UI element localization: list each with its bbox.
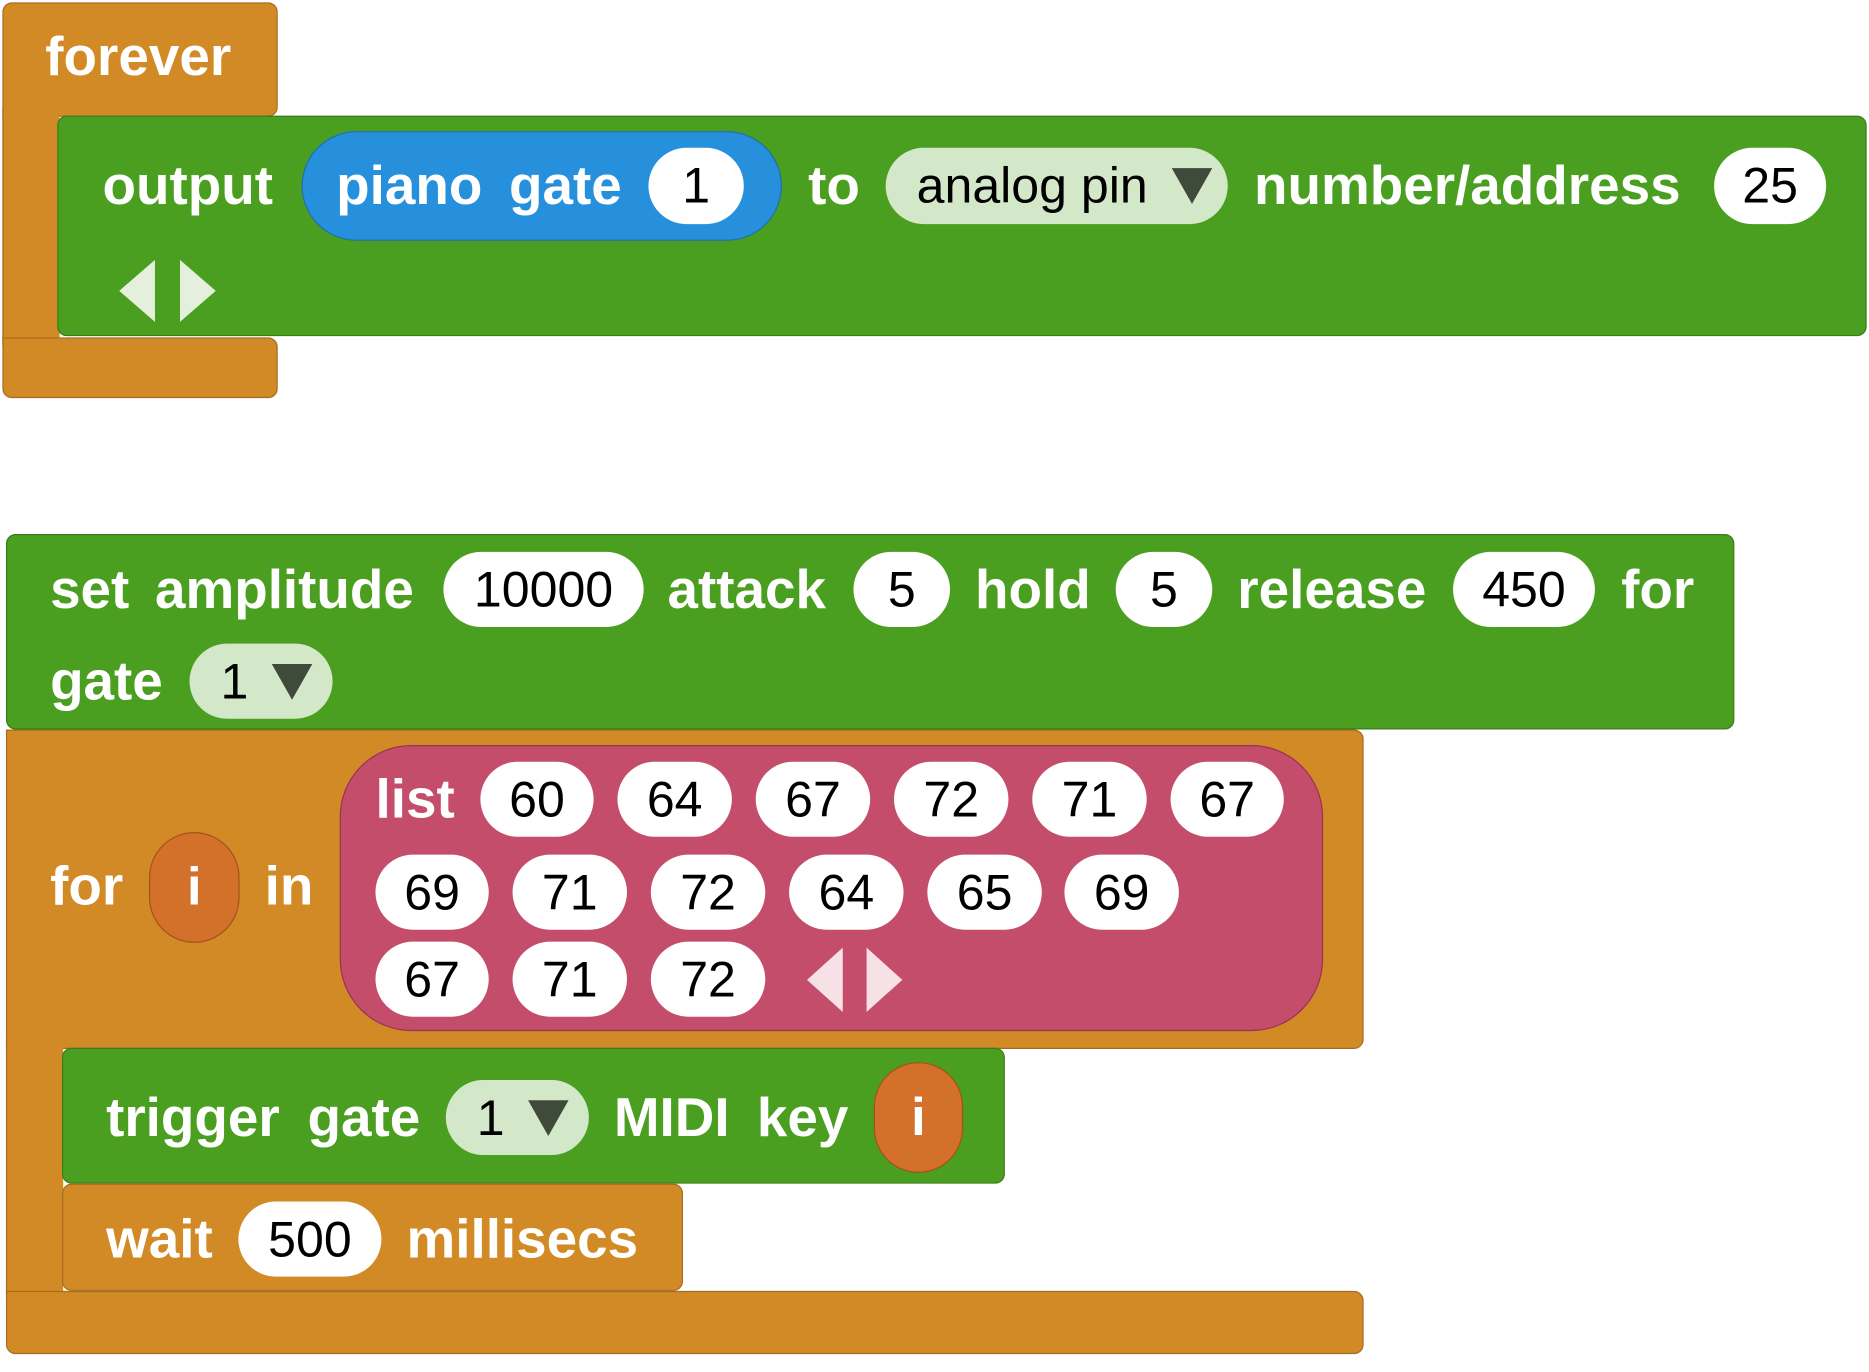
address-label: number/address — [1253, 153, 1681, 216]
key-variable[interactable]: i — [873, 1062, 964, 1173]
forever-bottom — [2, 337, 278, 399]
gate-value: 1 — [476, 1088, 505, 1145]
arrow-right-icon[interactable] — [179, 259, 216, 322]
piano-label: piano — [336, 153, 483, 216]
attack-input[interactable]: 5 — [853, 551, 951, 627]
list-item[interactable]: 60 — [480, 761, 594, 837]
arrow-left-icon[interactable] — [806, 947, 843, 1013]
list-item[interactable]: 64 — [617, 761, 732, 837]
pin-type-dropdown[interactable]: analog pin — [885, 147, 1228, 225]
envelope-gate-dropdown[interactable]: 1 — [189, 643, 333, 719]
dropdown-arrow-icon — [528, 1099, 570, 1136]
arrow-left-icon[interactable] — [119, 259, 155, 322]
arrow-right-icon[interactable] — [866, 947, 903, 1013]
forever-label: forever — [45, 25, 232, 88]
wait-label: wait — [106, 1207, 213, 1270]
millisecs-label: millisecs — [406, 1207, 639, 1270]
set-label: set — [50, 557, 130, 620]
list-item[interactable]: 69 — [1064, 854, 1179, 930]
in-label: in — [264, 854, 314, 917]
for-label: for — [1621, 557, 1695, 620]
loop-variable[interactable]: i — [149, 832, 240, 943]
output-label: output — [102, 153, 274, 216]
hold-input[interactable]: 5 — [1115, 551, 1213, 627]
list-item[interactable]: 65 — [927, 854, 1042, 930]
dropdown-arrow-icon — [1171, 168, 1213, 204]
piano-gate-input[interactable]: 1 — [648, 147, 744, 225]
forever-top[interactable] — [2, 2, 278, 117]
list-item[interactable]: 72 — [650, 941, 766, 1017]
gate-label: gate — [50, 649, 163, 712]
release-input[interactable]: 450 — [1453, 551, 1595, 627]
amplitude-label: amplitude — [154, 557, 414, 620]
hold-label: hold — [975, 557, 1091, 620]
list-item[interactable]: 71 — [512, 854, 627, 930]
dropdown-arrow-icon — [272, 663, 313, 700]
list-item[interactable]: 72 — [650, 854, 766, 930]
list-item[interactable]: 72 — [894, 761, 1009, 837]
wait-input[interactable]: 500 — [238, 1201, 382, 1277]
trigger-gate-dropdown[interactable]: 1 — [445, 1079, 589, 1156]
list-item[interactable]: 67 — [1170, 761, 1284, 837]
list-item[interactable]: 67 — [755, 761, 871, 837]
trigger-label: trigger — [106, 1085, 280, 1148]
for-loop-bottom — [5, 1290, 1364, 1355]
list-label: list — [375, 767, 455, 830]
list-item[interactable]: 71 — [512, 941, 627, 1017]
gate-label: gate — [508, 153, 622, 216]
list-item[interactable]: 69 — [375, 854, 489, 930]
amplitude-input[interactable]: 10000 — [443, 551, 644, 627]
release-label: release — [1237, 557, 1427, 620]
forever-arm — [2, 107, 60, 346]
midi-label: MIDI — [613, 1085, 730, 1148]
list-item[interactable]: 64 — [789, 854, 904, 930]
to-label: to — [808, 153, 860, 216]
attack-label: attack — [667, 557, 827, 620]
key-label: key — [756, 1085, 849, 1148]
gate-label: gate — [307, 1085, 421, 1148]
address-input[interactable]: 25 — [1714, 147, 1827, 225]
gate-value: 1 — [220, 652, 249, 709]
pin-type-value: analog pin — [916, 157, 1148, 214]
for-label: for — [50, 854, 124, 917]
list-item[interactable]: 71 — [1032, 761, 1147, 837]
for-loop-arm — [5, 1037, 64, 1300]
list-item[interactable]: 67 — [375, 941, 489, 1017]
